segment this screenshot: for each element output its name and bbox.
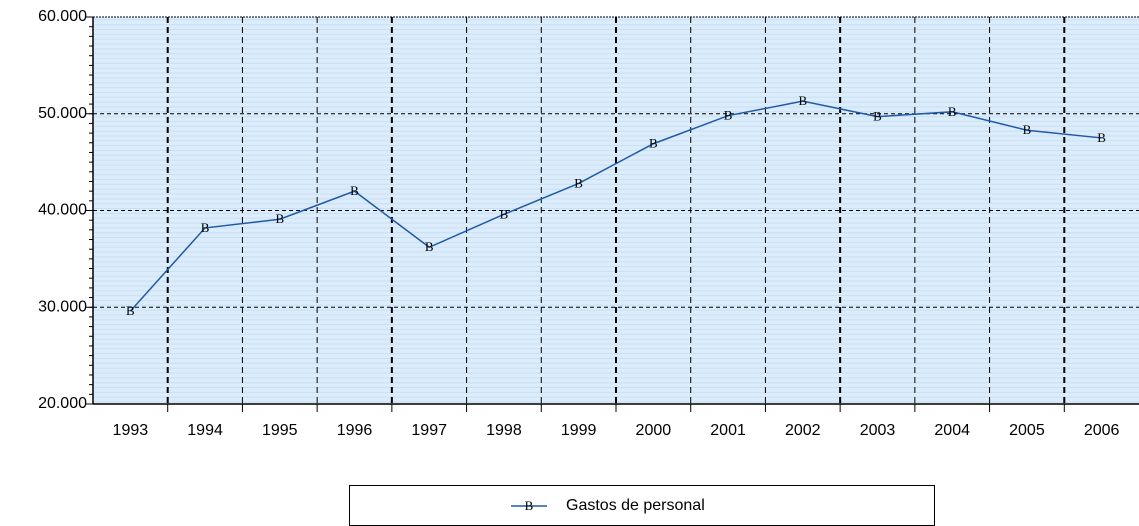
y-tick-label: 20.000 [38,395,87,412]
x-tick-label: 1999 [561,422,597,439]
point-marker: B [126,303,135,318]
y-tick-label: 50.000 [38,105,87,122]
x-tick-label: 2006 [1084,422,1120,439]
x-tick-label: 1997 [411,422,447,439]
x-tick-label: 1996 [337,422,373,439]
point-marker: B [873,109,882,124]
x-tick-label: 2001 [710,422,746,439]
point-marker: B [201,220,210,235]
point-marker: B [724,108,733,123]
y-tick-label: 30.000 [38,298,87,315]
x-tick-label: 2004 [934,422,970,439]
x-tick-label: 2000 [636,422,672,439]
x-tick-label: 2002 [785,422,821,439]
x-tick-label: 1993 [113,422,149,439]
point-marker: B [425,239,434,254]
x-tick-label: 1998 [486,422,522,439]
point-marker: B [275,211,284,226]
x-tick-label: 2003 [860,422,896,439]
point-marker: B [1023,122,1032,137]
point-marker: B [649,136,658,151]
y-tick-label: 40.000 [38,202,87,219]
point-marker: B [798,93,807,108]
point-marker: B [350,183,359,198]
x-tick-label: 1994 [187,422,223,439]
y-tick-label: 60.000 [38,8,87,25]
x-tick-label: 2005 [1009,422,1045,439]
point-marker: B [500,206,509,221]
x-tick-label: 1995 [262,422,298,439]
series-line [129,100,1102,312]
point-marker: B [948,104,957,119]
point-marker: B [574,175,583,190]
point-marker: B [1097,130,1106,145]
legend-marker: B [525,498,534,513]
legend-label: Gastos de personal [566,497,705,514]
